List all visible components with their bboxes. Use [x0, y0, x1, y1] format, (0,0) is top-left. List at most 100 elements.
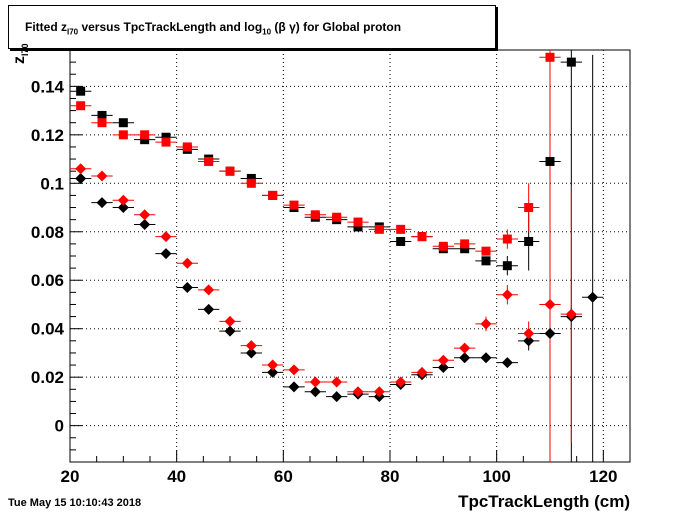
- x-axis-label: TpcTrackLength (cm): [458, 492, 630, 511]
- data-point-square: [502, 261, 512, 271]
- data-point-diamond: [501, 289, 513, 301]
- data-point-square: [246, 178, 256, 188]
- data-point-diamond: [544, 328, 556, 340]
- data-point-square: [524, 203, 534, 213]
- data-point-square: [417, 232, 427, 242]
- data-point-square: [481, 246, 491, 256]
- data-point-square: [396, 236, 406, 246]
- y-tick-label: 0.12: [31, 126, 64, 145]
- data-point-square: [545, 156, 555, 166]
- title-part: (β γ) for Global proton: [271, 20, 402, 34]
- y-tick-label: 0.14: [31, 77, 65, 96]
- data-point-square: [118, 130, 128, 140]
- data-point-square: [204, 156, 214, 166]
- data-point-diamond: [352, 386, 364, 398]
- data-point-diamond: [224, 315, 236, 327]
- data-point-square: [460, 244, 470, 254]
- data-point-square: [161, 132, 171, 142]
- data-point-diamond: [160, 248, 172, 260]
- data-point-diamond: [267, 366, 279, 378]
- data-point-diamond: [437, 361, 449, 373]
- data-point-square: [374, 224, 384, 234]
- data-point-square: [438, 241, 448, 251]
- chart-title: Fitted zI70 versus TpcTrackLength and lo…: [25, 20, 401, 36]
- data-point-diamond: [480, 352, 492, 364]
- data-point-square: [97, 110, 107, 120]
- data-point-square: [289, 200, 299, 210]
- data-point-diamond: [501, 357, 513, 369]
- chart-title-box: Fitted zI70 versus TpcTrackLength and lo…: [8, 5, 496, 49]
- title-part: versus TpcTrackLength and log: [78, 20, 263, 34]
- x-tick-label: 40: [167, 467, 186, 486]
- data-point-diamond: [117, 202, 129, 214]
- y-tick-label: 0.04: [31, 320, 65, 339]
- data-point-diamond: [288, 364, 300, 376]
- data-point-diamond: [267, 359, 279, 371]
- data-point-diamond: [395, 376, 407, 388]
- y-tick-label: 0.08: [31, 223, 64, 242]
- data-point-square: [225, 166, 235, 176]
- data-point-diamond: [565, 308, 577, 320]
- data-point-diamond: [245, 347, 257, 359]
- data-point-diamond: [96, 170, 108, 182]
- data-point-diamond: [181, 282, 193, 294]
- data-point-square: [76, 101, 86, 111]
- data-point-diamond: [160, 231, 172, 243]
- data-point-square: [353, 222, 363, 232]
- data-point-diamond: [523, 328, 535, 340]
- data-point-diamond: [224, 325, 236, 337]
- title-part: Fitted z: [25, 20, 67, 34]
- plot-frame: [69, 49, 631, 463]
- x-tick-label: 120: [589, 467, 617, 486]
- data-point-diamond: [245, 340, 257, 352]
- data-point-diamond: [331, 376, 343, 388]
- data-point-diamond: [309, 376, 321, 388]
- y-tick-label: 0.02: [31, 368, 64, 387]
- date-stamp: Tue May 15 10:10:43 2018: [8, 497, 142, 509]
- data-point-square: [161, 137, 171, 147]
- data-point-square: [268, 190, 278, 200]
- data-point-square: [97, 118, 107, 128]
- data-point-diamond: [181, 257, 193, 269]
- data-point-square: [182, 142, 192, 152]
- data-point-square: [353, 217, 363, 227]
- data-point-diamond: [459, 352, 471, 364]
- data-point-square: [246, 173, 256, 183]
- data-point-diamond: [75, 172, 87, 184]
- data-point-diamond: [459, 342, 471, 354]
- data-point-square: [566, 57, 576, 67]
- y-tick-label: 0.06: [31, 271, 64, 290]
- data-point-square: [332, 212, 342, 222]
- data-point-square: [524, 236, 534, 246]
- x-tick-label: 80: [381, 467, 400, 486]
- data-point-square: [118, 118, 128, 128]
- data-point-square: [502, 234, 512, 244]
- data-point-diamond: [544, 298, 556, 310]
- data-point-diamond: [309, 386, 321, 398]
- data-point-diamond: [331, 391, 343, 403]
- data-point-diamond: [203, 284, 215, 296]
- data-point-diamond: [288, 381, 300, 393]
- data-point-square: [310, 210, 320, 220]
- data-point-square: [140, 130, 150, 140]
- data-point-diamond: [75, 163, 87, 175]
- data-point-diamond: [416, 366, 428, 378]
- data-point-diamond: [139, 218, 151, 230]
- data-point-diamond: [203, 303, 215, 315]
- x-tick-label: 60: [274, 467, 293, 486]
- y-tick-label: 0: [55, 417, 64, 436]
- data-point-diamond: [373, 386, 385, 398]
- data-point-square: [76, 86, 86, 96]
- data-point-diamond: [437, 354, 449, 366]
- x-tick-label: 100: [482, 467, 510, 486]
- data-point-square: [545, 52, 555, 62]
- title-subscript: 10: [262, 27, 272, 37]
- data-point-square: [140, 135, 150, 145]
- data-point-diamond: [523, 335, 535, 347]
- data-point-diamond: [96, 197, 108, 209]
- data-point-diamond: [480, 318, 492, 330]
- data-point-diamond: [117, 194, 129, 206]
- x-tick-label: 20: [61, 467, 80, 486]
- data-point-square: [396, 224, 406, 234]
- data-point-square: [481, 256, 491, 266]
